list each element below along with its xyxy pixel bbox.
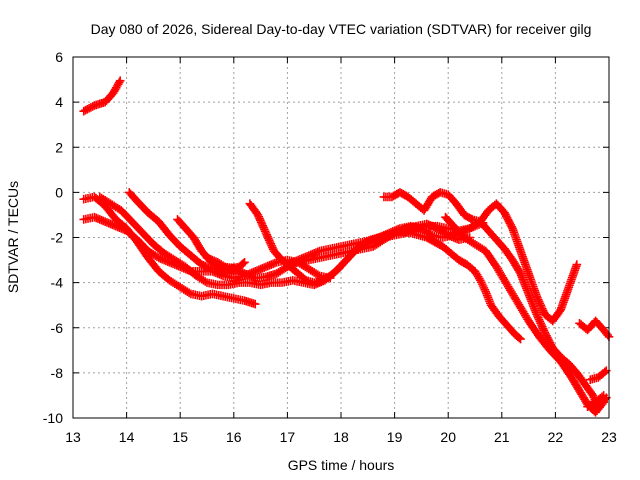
- series-arc-1: [79, 76, 125, 116]
- grid-lines: [73, 57, 609, 418]
- plot-frame: [72, 56, 610, 419]
- x-tick-label: 21: [494, 429, 510, 445]
- series-arc-13: [585, 366, 611, 384]
- x-tick-label: 23: [601, 429, 617, 445]
- x-tick-label: 22: [548, 429, 564, 445]
- data-point: [238, 259, 248, 268]
- data-point: [514, 333, 524, 343]
- series-arc-9: [283, 199, 582, 326]
- y-tick-label: -2: [51, 230, 64, 246]
- y-tick-label: 0: [55, 184, 63, 200]
- data-point: [516, 334, 525, 344]
- y-tick-label: -8: [51, 365, 64, 381]
- series-arc-8: [245, 199, 525, 344]
- y-tick-label: 4: [55, 94, 63, 110]
- series-arc-2: [79, 192, 260, 309]
- x-tick-label: 19: [387, 429, 403, 445]
- x-axis-label: GPS time / hours: [288, 457, 395, 473]
- x-tick-label: 16: [226, 429, 242, 445]
- data-point: [229, 269, 239, 278]
- series-arc-7: [202, 253, 249, 274]
- y-tick-label: -10: [43, 410, 63, 426]
- series-arc-14: [583, 391, 608, 412]
- data-point: [572, 260, 582, 269]
- x-tick-label: 17: [280, 429, 296, 445]
- data-point: [240, 258, 249, 267]
- y-tick-label: 2: [55, 139, 63, 155]
- x-tick-label: 13: [65, 429, 81, 445]
- y-axis-label: SDTVAR / TECUs: [5, 181, 21, 293]
- y-tick-label: -6: [51, 320, 64, 336]
- series-arc-11: [441, 212, 608, 417]
- y-tick-labels: -10 -8 -6 -4 -2 0 2 4 6: [43, 49, 63, 426]
- x-tick-label: 18: [333, 429, 349, 445]
- x-tick-label: 20: [440, 429, 456, 445]
- data-point: [599, 397, 608, 407]
- data-point: [115, 76, 125, 85]
- data-point: [250, 299, 260, 309]
- x-tick-label: 14: [119, 429, 135, 445]
- x-tick-label: 15: [172, 429, 188, 445]
- y-tick-label: -4: [51, 275, 64, 291]
- series-arc-12: [575, 316, 614, 342]
- data-point: [599, 391, 608, 400]
- x-tick-labels: 13 14 15 16 17 18 19 20 21 22 23: [65, 429, 617, 445]
- data-series: [79, 76, 614, 417]
- y-tick-label: 6: [55, 49, 63, 65]
- chart-title: Day 080 of 2026, Sidereal Day-to-day VTE…: [91, 21, 592, 37]
